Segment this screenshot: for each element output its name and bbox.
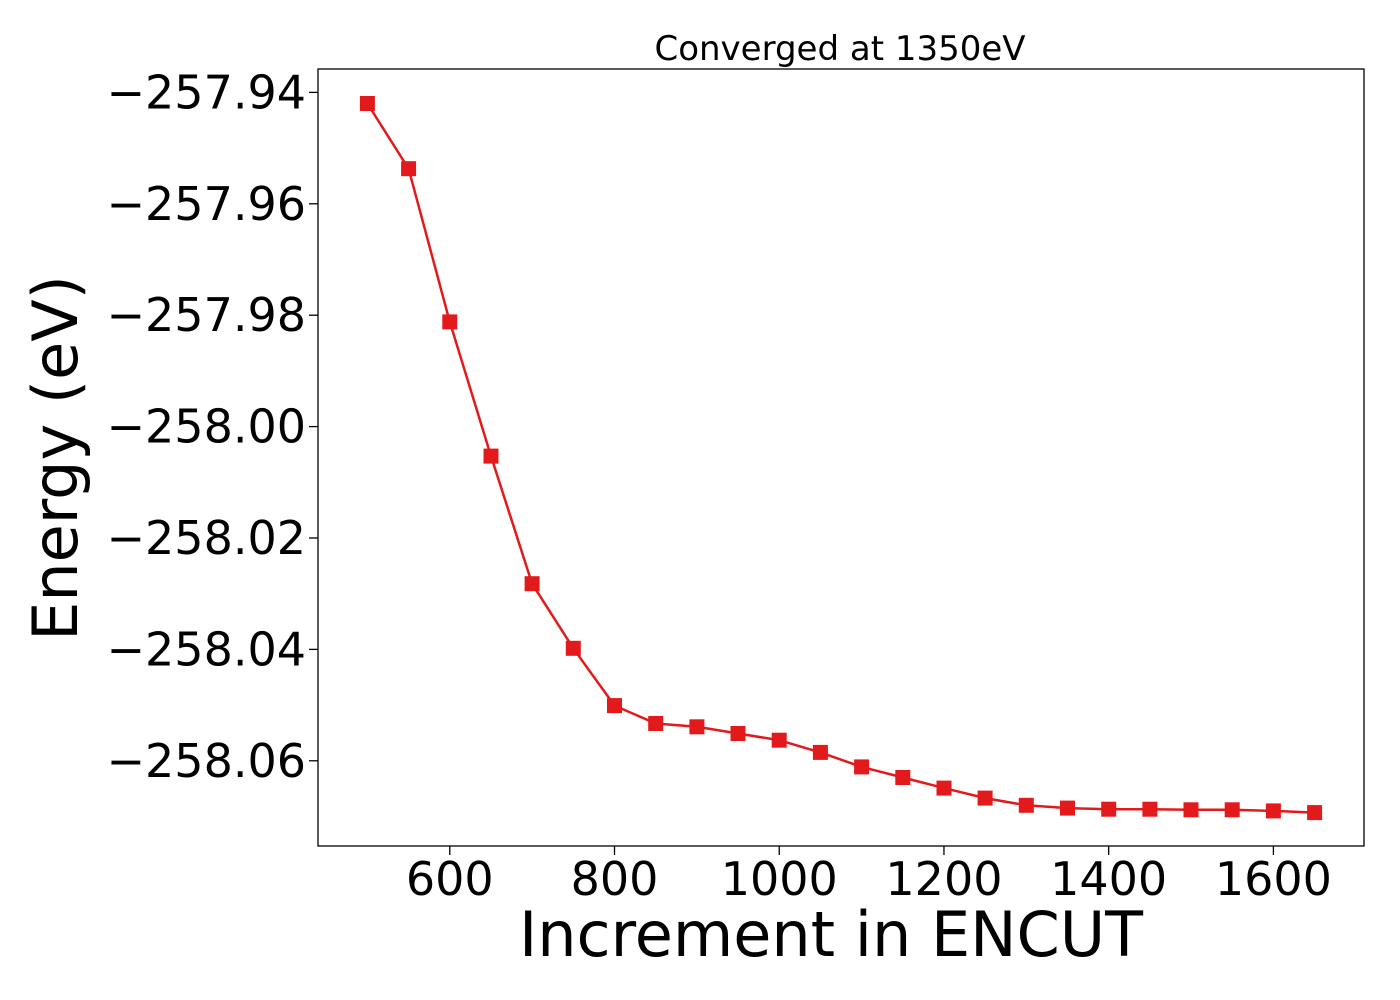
data-point-marker xyxy=(895,770,911,785)
data-point-marker xyxy=(936,780,952,796)
data-point-marker xyxy=(1307,805,1323,821)
data-point-marker xyxy=(812,744,828,760)
data-point-marker xyxy=(565,640,581,656)
data-point-marker xyxy=(771,732,787,748)
data-point-marker xyxy=(977,790,993,806)
y-tick-label: −258.04 xyxy=(107,622,307,676)
data-point-marker xyxy=(648,716,664,731)
y-tick-label: −258.00 xyxy=(107,400,307,454)
data-point-marker xyxy=(524,576,540,592)
plot-area xyxy=(317,68,1365,847)
y-tick-label: −257.96 xyxy=(107,177,307,231)
x-axis-label: Increment in ENCUT xyxy=(519,898,1144,971)
data-point-marker xyxy=(1142,801,1158,817)
chart-title: Converged at 1350eV xyxy=(654,29,1025,69)
data-point-marker xyxy=(359,96,375,111)
data-point-marker xyxy=(689,719,705,735)
data-point-marker xyxy=(442,314,458,330)
data-point-marker xyxy=(1224,802,1240,818)
data-point-marker xyxy=(1060,800,1075,816)
data-point-marker xyxy=(1101,801,1117,817)
x-tick-label: 1200 xyxy=(885,852,1002,906)
x-tick-label: 800 xyxy=(571,852,659,906)
x-tick-label: 1400 xyxy=(1050,852,1167,906)
series-line xyxy=(366,102,1315,814)
data-point-marker xyxy=(730,726,746,741)
x-axis-ticks: 600 800 1000 1200 1400 1600 xyxy=(406,846,1332,906)
y-tick-label: −258.06 xyxy=(107,734,307,788)
x-tick-label: 1600 xyxy=(1215,852,1332,906)
x-tick-label: 600 xyxy=(406,852,494,906)
y-tick-label: −257.98 xyxy=(107,288,307,342)
data-point-marker xyxy=(1183,802,1199,818)
data-point-marker xyxy=(1018,797,1034,813)
y-axis-label: Energy (eV) xyxy=(19,275,92,641)
data-point-marker xyxy=(483,448,499,464)
y-tick-label: −258.02 xyxy=(107,511,307,565)
y-axis-ticks: −257.94 −257.96 −257.98 −258.00 −258.02 −258.… xyxy=(107,65,318,788)
y-tick-label: −257.94 xyxy=(107,65,307,119)
data-point-marker xyxy=(607,698,622,714)
data-point-marker xyxy=(854,759,870,775)
x-tick-label: 1000 xyxy=(721,852,838,906)
data-point-marker xyxy=(401,161,417,177)
data-point-marker xyxy=(1265,803,1281,819)
series-layer xyxy=(359,96,1323,821)
plot-frame xyxy=(317,68,1365,847)
